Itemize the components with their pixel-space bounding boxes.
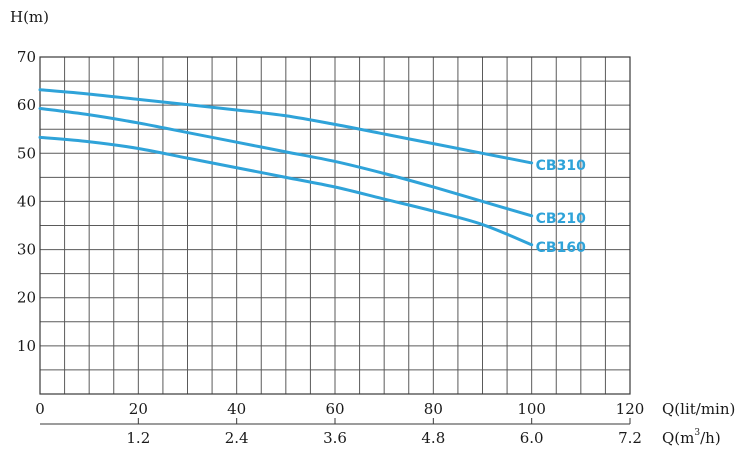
- x2-tick-label: 6.0: [520, 429, 544, 447]
- y-tick-label: 10: [17, 337, 36, 355]
- y-tick-label: 50: [17, 144, 36, 162]
- x2-tick-label: 1.2: [126, 429, 150, 447]
- x2-axis-title-suffix: /h): [700, 429, 721, 447]
- y-tick-label: 70: [17, 48, 36, 66]
- y-tick-label: 30: [17, 241, 36, 259]
- series-lines: [38, 88, 534, 247]
- x2-axis-title-sup: 3: [694, 428, 700, 438]
- series-labels: CB310 CB210 CB160: [536, 158, 586, 256]
- y-axis-title: H(m): [10, 8, 49, 26]
- x-tick-label: 100: [517, 400, 546, 418]
- series-line-cb310: [38, 88, 534, 165]
- x-tick-label: 40: [227, 400, 246, 418]
- x2-tick-label: 7.2: [618, 429, 642, 447]
- x-tick-label: 20: [129, 400, 148, 418]
- x-axis-title: Q(lit/min): [662, 400, 735, 418]
- x2-axis-title: Q(m3/h): [662, 428, 721, 447]
- y-tick-label: 20: [17, 289, 36, 307]
- grid: [40, 57, 630, 394]
- x2-axis-title-prefix: Q(m: [662, 429, 694, 447]
- y-tick-label: 40: [17, 192, 36, 210]
- x-tick-label: 0: [35, 400, 45, 418]
- x2-axis-ticks: 1.2 2.4 3.6 4.8 6.0 7.2: [126, 418, 642, 447]
- series-label-cb160: CB160: [536, 240, 586, 256]
- series-line-cb160: [38, 135, 534, 247]
- y-tick-label: 60: [17, 96, 36, 114]
- x-tick-label: 120: [616, 400, 645, 418]
- y-axis-ticks: 10 20 30 40 50 60 70: [17, 48, 36, 355]
- x2-tick-label: 4.8: [421, 429, 445, 447]
- plot-frame: [39, 56, 631, 395]
- x-axis-ticks: 0 20 40 60 80 100 120: [35, 400, 644, 418]
- series-label-cb310: CB310: [536, 158, 586, 174]
- x-tick-label: 60: [325, 400, 344, 418]
- x2-tick-label: 2.4: [225, 429, 249, 447]
- x2-tick-label: 3.6: [323, 429, 347, 447]
- x-tick-label: 80: [424, 400, 443, 418]
- series-line-cb210: [38, 107, 534, 218]
- series-label-cb210: CB210: [536, 211, 586, 227]
